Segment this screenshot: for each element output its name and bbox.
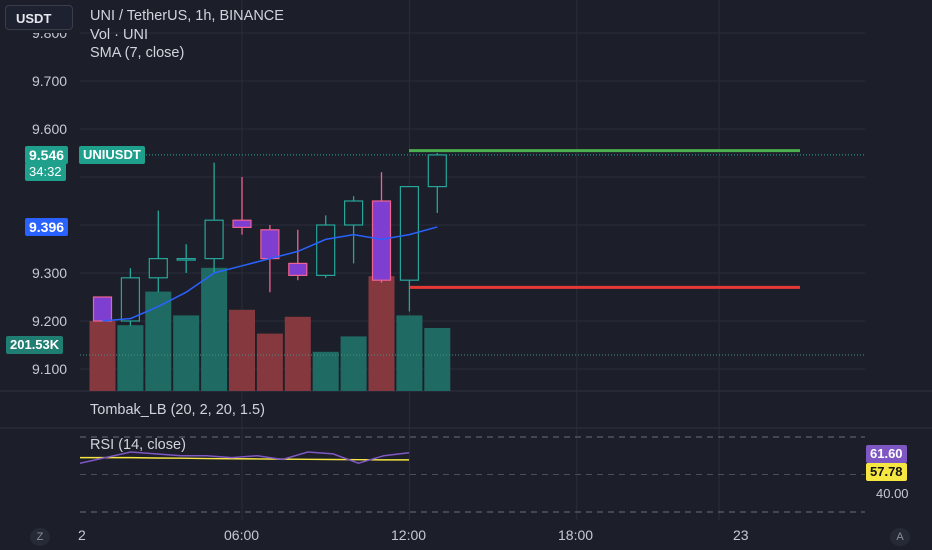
candles	[92, 153, 447, 326]
symbol-title[interactable]: UNI / TetherUS, 1h, BINANCE	[90, 8, 284, 24]
rsi-level-label: 40.00	[876, 486, 909, 501]
y-tick-label: 9.300	[32, 265, 68, 281]
bar-countdown: 34:32	[25, 163, 66, 181]
volume-bar	[173, 315, 200, 391]
timezone-button[interactable]: Z	[30, 528, 50, 546]
partial-tick-label: 9.800	[32, 25, 68, 41]
volume-legend[interactable]: Vol · UNI	[90, 27, 149, 43]
volume-bar	[229, 309, 255, 391]
tombak-legend[interactable]: Tombak_LB (20, 2, 20, 1.5)	[90, 402, 265, 418]
volume-bar	[201, 267, 228, 391]
candle-body	[148, 258, 168, 279]
candle-body	[260, 229, 280, 260]
volume-bar	[368, 276, 395, 391]
candle-body	[92, 296, 113, 322]
sma-line	[102, 226, 438, 322]
candle-body	[288, 262, 308, 276]
rsi-value-label: 61.60	[866, 445, 907, 463]
volume-bar	[340, 336, 367, 391]
currency-button[interactable]: USDT	[5, 5, 73, 30]
x-tick-23: 23	[733, 527, 749, 543]
x-tick-start: 2	[78, 527, 86, 543]
candle-body	[176, 258, 196, 261]
sma-value-label: 9.396	[25, 218, 69, 236]
candle-body	[204, 219, 224, 260]
x-tick-1200: 12:00	[391, 527, 427, 543]
grid-lines	[0, 0, 932, 520]
volume-bar	[424, 328, 451, 391]
volume-bars	[89, 267, 451, 391]
candle-body	[120, 277, 141, 322]
rsi-legend[interactable]: RSI (14, close)	[90, 437, 186, 453]
candle-body	[232, 219, 252, 228]
candle-body	[344, 200, 364, 226]
last-price-label: 9.546	[25, 146, 69, 164]
volume-bar	[145, 291, 172, 391]
volume-bar	[89, 321, 116, 391]
volume-bar	[284, 316, 311, 391]
rsi-line	[79, 451, 410, 465]
y-tick-label: 9.200	[32, 313, 68, 329]
volume-bar	[396, 315, 423, 391]
rsi-ma-value-label: 57.78	[866, 463, 907, 481]
y-tick-label: 9.600	[32, 121, 68, 137]
volume-bar	[117, 325, 144, 391]
y-tick-label: 9.100	[32, 361, 68, 377]
rsi-pane	[79, 436, 865, 513]
sma-legend[interactable]: SMA (7, close)	[90, 45, 185, 61]
candle-body	[316, 224, 336, 277]
x-tick-1800: 18:00	[558, 527, 594, 543]
price-levels	[80, 149, 865, 356]
symbol-tag: UNIUSDT	[79, 146, 145, 164]
y-tick-label: 9.700	[32, 73, 68, 89]
sma-polyline	[102, 226, 438, 322]
volume-bar	[312, 351, 339, 391]
candle-body	[427, 154, 447, 188]
volume-value-label: 201.53K	[6, 336, 64, 354]
x-tick-0600: 06:00	[224, 527, 260, 543]
rsi-ma-line	[80, 456, 410, 461]
candle-body	[371, 200, 392, 281]
volume-bar	[256, 333, 283, 391]
candle-body	[399, 186, 419, 281]
auto-scale-button[interactable]: A	[890, 528, 910, 546]
